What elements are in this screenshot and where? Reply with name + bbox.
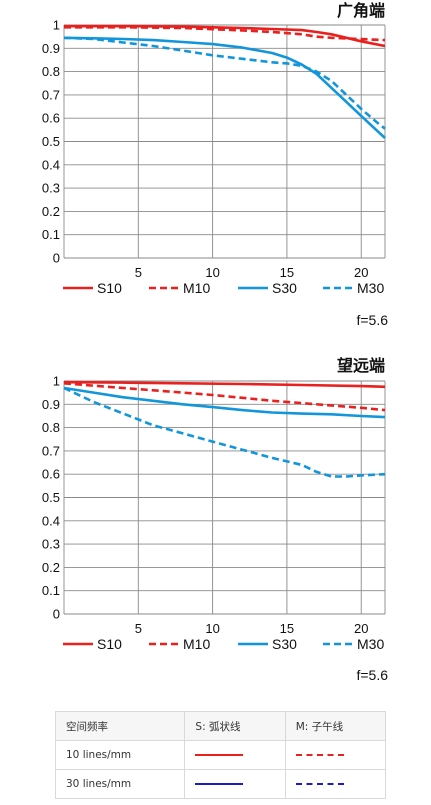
series-S30-line (63, 386, 386, 419)
legend-table-meridional-swatch-cell (284, 740, 387, 770)
y-tick-label: 1 (53, 18, 60, 33)
y-tick-label: 0.2 (42, 204, 60, 219)
series-M30-line (63, 36, 386, 130)
legend-reference-table: 空间频率 S: 弧状线 M: 子午线 10 lines/mm 30 lines/… (54, 711, 387, 799)
legend-table-header-row: 空间频率 S: 弧状线 M: 子午线 (54, 711, 387, 741)
series-M30-line (63, 386, 386, 478)
legend-table-header-sagittal: S: 弧状线 (184, 711, 286, 741)
legend-M30-label: M30 (357, 636, 384, 652)
x-tick-label: 15 (280, 621, 294, 636)
meridional-10-swatch (295, 754, 344, 756)
y-tick-label: 0 (53, 607, 60, 622)
meridional-30-swatch (295, 783, 344, 785)
y-tick-label: 0.6 (42, 111, 60, 126)
chart-title: 广角端 (337, 1, 385, 20)
y-tick-label: 0.5 (42, 490, 60, 505)
legend-table-sagittal-swatch-cell (184, 740, 286, 770)
y-tick-label: 0.1 (42, 583, 60, 598)
y-tick-label: 0 (53, 251, 60, 266)
legend-S30-label: S30 (272, 280, 297, 296)
y-tick-label: 0.8 (42, 64, 60, 79)
y-tick-label: 0.9 (42, 41, 60, 56)
legend-table-row-label: 30 lines/mm (54, 769, 186, 799)
y-tick-label: 1 (53, 374, 60, 389)
y-tick-label: 0.3 (42, 181, 60, 196)
legend-S10-label: S10 (97, 280, 122, 296)
legend-S30-label: S30 (272, 636, 297, 652)
series-M10-line (64, 25, 386, 42)
y-tick-label: 0.7 (42, 443, 60, 458)
y-tick-label: 0.1 (42, 227, 60, 242)
legend-M10-label: M10 (183, 636, 210, 652)
chart-title: 望远端 (337, 356, 385, 375)
legend-table-header-frequency: 空间频率 (54, 711, 186, 741)
aperture-note: f=5.6 (356, 312, 388, 328)
legend-M30-label: M30 (357, 280, 384, 296)
x-tick-label: 15 (280, 265, 294, 280)
legend-table-sagittal-swatch-cell (184, 769, 286, 799)
x-tick-label: 10 (205, 621, 219, 636)
series-S10-line (63, 380, 386, 389)
series-S10-line (64, 24, 386, 48)
y-tick-label: 0.7 (42, 87, 60, 102)
x-tick-label: 5 (135, 621, 142, 636)
legend-table-row: 30 lines/mm (54, 769, 387, 799)
legend-table-row-label: 10 lines/mm (54, 740, 186, 770)
aperture-note: f=5.6 (356, 667, 388, 683)
y-tick-label: 0.2 (42, 560, 60, 575)
legend-table-meridional-swatch-cell (284, 769, 387, 799)
y-tick-label: 0.6 (42, 467, 60, 482)
y-tick-label: 0.9 (42, 397, 60, 412)
legend-M10-label: M10 (183, 280, 210, 296)
x-tick-label: 20 (354, 265, 368, 280)
y-tick-label: 0.8 (42, 420, 60, 435)
legend-S10-label: S10 (97, 636, 122, 652)
sagittal-10-swatch (195, 754, 244, 756)
x-tick-label: 10 (205, 265, 219, 280)
legend-table-header-meridional: M: 子午线 (284, 711, 387, 741)
legend-table-row: 10 lines/mm (54, 740, 387, 770)
y-tick-label: 0.4 (42, 513, 60, 528)
y-tick-label: 0.3 (42, 537, 60, 552)
y-tick-label: 0.4 (42, 157, 60, 172)
sagittal-30-swatch (195, 783, 244, 785)
x-tick-label: 20 (354, 621, 368, 636)
y-tick-label: 0.5 (42, 134, 60, 149)
series-S30-line (63, 36, 386, 139)
x-tick-label: 5 (135, 265, 142, 280)
